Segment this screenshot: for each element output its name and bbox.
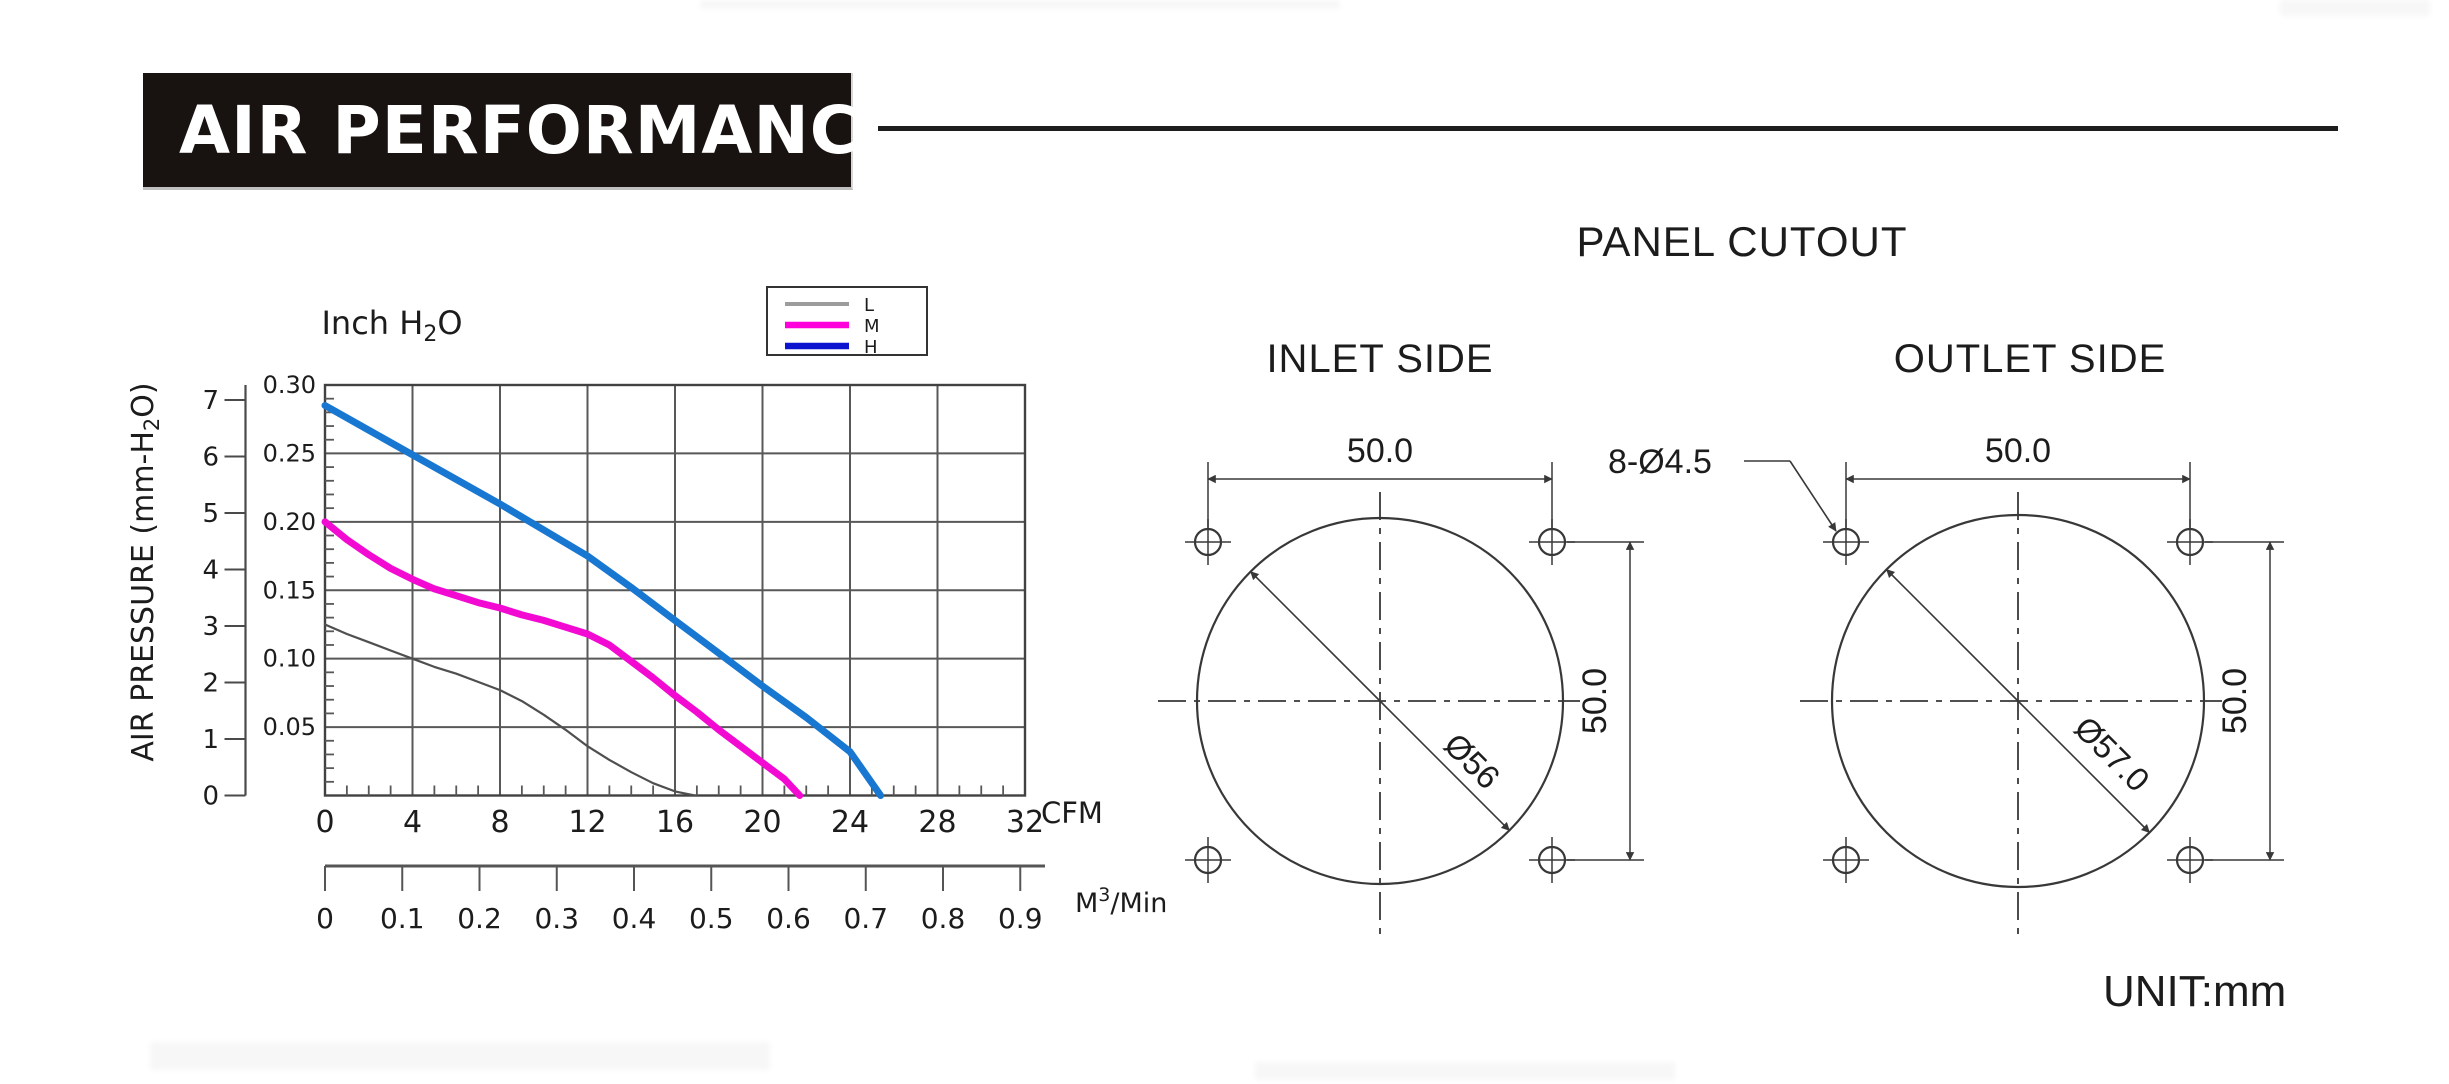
svg-text:Ø56: Ø56 [1437,726,1507,796]
mm-tick-label: 5 [202,499,219,529]
svg-text:50.0: 50.0 [1347,432,1413,470]
mm-tick-label: 7 [202,386,219,416]
chart-x2-unit-label: M3/Min [1075,884,1167,919]
m3min-tick-label: 0.6 [766,902,811,935]
chart-x-unit-label: CFM [1041,796,1103,830]
m3min-tick-label: 0.3 [534,902,579,935]
section-title-banner: AIR PERFORMANCE [143,73,904,190]
x-tick-label: 20 [743,805,781,840]
inch-tick-label: 0.05 [263,713,316,741]
outlet-width-dimension: 50.0 [1845,432,2191,528]
mm-tick-label: 4 [202,556,219,586]
inlet-bolt-holes [1185,519,1575,883]
x-tick-label: 24 [831,805,869,840]
m3min-tick-label: 0.7 [843,902,888,935]
m3min-tick-label: 0.5 [689,902,734,935]
x-tick-label: 4 [403,805,422,840]
mm-tick-label: 2 [202,669,219,699]
scan-artifact [1255,1062,1675,1080]
inch-tick-label: 0.25 [263,439,316,467]
title-rule-line [878,126,2338,131]
m3min-tick-label: 0.4 [612,902,657,935]
curve-L [323,623,696,797]
panel-cutout-section: PANEL CUTOUT INLET SIDE OUTLET SIDE UNIT… [1158,218,2286,1016]
air-performance-chart: 0 4 8 12 16 20 24 28 320 0.1 0.2 0.3 0.4 0.5 0.6 0.7 0.8… [202,371,1045,935]
mm-tick-label: 6 [202,443,219,473]
chart-inner-axis-title: Inch H2O [321,304,462,347]
mm-tick-label: 3 [202,612,219,642]
x-tick-label: 8 [490,805,509,840]
holes-callout-label: 8-Ø4.5 [1608,443,1712,481]
legend-label-H: H [864,337,878,358]
x-tick-label: 0 [315,805,334,840]
outlet-height-dimension: 50.0 [2205,541,2284,861]
inlet-side-title: INLET SIDE [1266,337,1493,381]
x-tick-label: 32 [1006,805,1044,840]
legend-label-M: M [864,316,880,337]
scan-artifact [150,1042,770,1070]
panel-cutout-title: PANEL CUTOUT [1577,218,1908,265]
scan-artifact [2280,0,2430,16]
legend-label-L: L [864,295,874,316]
m3min-tick-label: 0 [316,902,334,935]
chart-legend: LMH [766,286,928,358]
inlet-height-dimension: 50.0 [1567,541,1644,861]
outlet-side-title: OUTLET SIDE [1894,337,2167,381]
svg-text:50.0: 50.0 [2216,668,2254,734]
plot-border [323,383,1027,797]
inch-tick-label: 0.30 [263,371,316,399]
mm-tick-label: 1 [202,725,219,755]
inch-tick-label: 0.10 [263,645,316,673]
outlet-bolt-holes [1823,519,2213,883]
m3min-tick-label: 0.8 [921,902,966,935]
outlet-drawing: 50.0 50.0 Ø57.0 [1800,432,2284,938]
x-tick-label: 16 [656,805,694,840]
holes-callout-leader-arrow [1789,460,1837,532]
m3min-tick-label: 0.1 [380,902,425,935]
mm-tick-label: 0 [202,782,219,812]
curve-H [321,402,885,799]
section-title: AIR PERFORMANCE [179,91,906,169]
inlet-width-dimension: 50.0 [1207,432,1553,528]
x-tick-label: 12 [568,805,606,840]
svg-text:50.0: 50.0 [1576,668,1614,734]
scan-artifact [700,0,1340,9]
inlet-drawing: 50.0 50.0 Ø56 [1158,432,1644,938]
m3min-tick-label: 0.9 [998,902,1043,935]
unit-label: UNIT:mm [2103,967,2286,1016]
svg-text:Ø57.0: Ø57.0 [2067,709,2157,799]
svg-text:50.0: 50.0 [1985,432,2051,470]
inch-tick-label: 0.15 [263,576,316,604]
inch-tick-label: 0.20 [263,508,316,536]
chart-y-axis-title: AIR PRESSURE (mm-H2O) [126,382,164,761]
curve-M [321,518,804,799]
m3min-tick-label: 0.2 [457,902,502,935]
x-tick-label: 28 [918,805,956,840]
